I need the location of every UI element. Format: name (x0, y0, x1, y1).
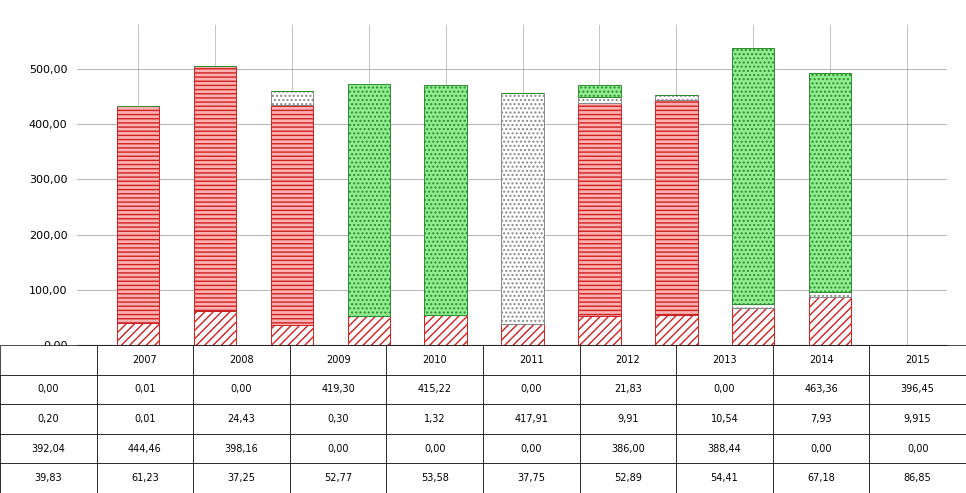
Bar (117, 323, 159, 345)
Bar (655, 101, 697, 315)
Bar (270, 324, 313, 345)
Bar (810, 297, 851, 345)
Bar (732, 48, 775, 304)
Bar (348, 84, 390, 316)
Bar (424, 316, 467, 345)
Bar (579, 103, 620, 316)
Bar (270, 105, 313, 324)
Bar (732, 308, 775, 345)
Bar (117, 106, 159, 323)
Bar (424, 315, 467, 316)
Bar (655, 315, 697, 345)
Bar (810, 292, 851, 297)
Bar (194, 66, 236, 311)
Bar (270, 91, 313, 105)
Bar (424, 85, 467, 315)
Bar (348, 316, 390, 345)
Bar (501, 324, 544, 345)
Bar (810, 72, 851, 292)
Bar (732, 304, 775, 308)
Bar (579, 316, 620, 345)
Bar (501, 93, 544, 324)
Bar (579, 85, 620, 97)
Bar (655, 95, 697, 101)
Bar (194, 311, 236, 345)
Bar (579, 97, 620, 103)
